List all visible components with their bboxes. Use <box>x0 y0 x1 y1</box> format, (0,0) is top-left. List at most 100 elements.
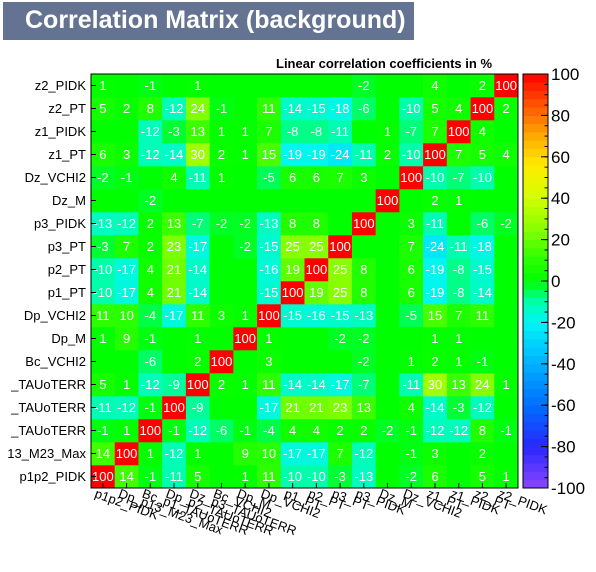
matrix-cell <box>162 235 187 259</box>
matrix-cell <box>114 166 139 190</box>
matrix-cell <box>304 120 329 144</box>
colorbar-band <box>523 123 548 133</box>
matrix-cell <box>138 304 163 328</box>
cell-value-label: 4 <box>147 262 154 277</box>
matrix-cell <box>375 465 400 489</box>
cell-value-label: -17 <box>331 377 350 392</box>
matrix-cell <box>399 304 424 328</box>
matrix-cell <box>328 189 353 213</box>
colorbar-band <box>523 388 548 398</box>
cell-value-label: -15 <box>307 101 326 116</box>
cell-value-label: 4 <box>431 78 438 93</box>
matrix-cell <box>233 350 258 374</box>
matrix-cell <box>446 327 471 351</box>
matrix-cell <box>138 281 163 305</box>
matrix-cell <box>494 166 519 190</box>
matrix-cell <box>280 350 305 374</box>
cell-value-label: -19 <box>426 262 445 277</box>
cell-value-label: 15 <box>262 147 276 162</box>
matrix-cell <box>470 120 495 144</box>
matrix-cell <box>399 189 424 213</box>
matrix-cell <box>233 258 258 282</box>
matrix-cell <box>185 465 210 489</box>
cell-value-label: -10 <box>426 170 445 185</box>
cell-value-label: 1 <box>242 469 249 484</box>
cell-value-label: -7 <box>358 377 370 392</box>
matrix-cell <box>470 281 495 305</box>
colorbar-band <box>523 181 548 191</box>
matrix-cell <box>114 327 139 351</box>
matrix-cell <box>304 97 329 121</box>
matrix-cell <box>91 396 116 420</box>
matrix-cell <box>209 166 234 190</box>
colorbar-band <box>523 479 548 489</box>
matrix-cell <box>423 442 448 466</box>
cell-value-label: -2 <box>239 239 251 254</box>
cell-value-label: 2 <box>431 193 438 208</box>
matrix-cell <box>185 258 210 282</box>
matrix-cell <box>138 97 163 121</box>
cell-value-label: -11 <box>94 400 112 415</box>
cell-value-label: 8 <box>360 285 367 300</box>
matrix-cell <box>280 143 305 167</box>
matrix-cell <box>138 350 163 374</box>
colorbar-tick-label: -40 <box>551 355 576 374</box>
cell-value-label: 13 <box>167 216 181 231</box>
cell-value-label: 13 <box>191 124 205 139</box>
cell-value-label: -10 <box>283 469 302 484</box>
cell-value-label: -11 <box>450 239 468 254</box>
matrix-cell <box>328 327 353 351</box>
cell-value-label: -12 <box>426 423 445 438</box>
matrix-cell <box>399 327 424 351</box>
matrix-cell <box>162 258 187 282</box>
matrix-cell <box>257 327 282 351</box>
matrix-cell <box>257 97 282 121</box>
cell-value-label: 7 <box>265 124 272 139</box>
colorbar-tick-label: -60 <box>551 396 576 415</box>
matrix-cell <box>328 74 353 98</box>
matrix-cell <box>446 396 471 420</box>
matrix-cell <box>209 258 234 282</box>
matrix-cell <box>162 74 187 98</box>
matrix-cell <box>423 373 448 397</box>
matrix-cell <box>138 258 163 282</box>
cell-value-label: -18 <box>331 101 350 116</box>
cell-value-label: 7 <box>336 170 343 185</box>
cell-value-label: 7 <box>123 239 130 254</box>
matrix-cell <box>446 143 471 167</box>
matrix-cell <box>138 442 163 466</box>
cell-value-label: -14 <box>283 377 302 392</box>
matrix-cell <box>423 350 448 374</box>
y-tick-label: p1_PT <box>48 285 86 300</box>
cell-value-label: 1 <box>431 331 438 346</box>
cell-value-label: 5 <box>431 101 438 116</box>
cell-value-label: -24 <box>331 147 350 162</box>
colorbar-tick-label: -100 <box>551 479 585 498</box>
cell-value-label: 11 <box>96 308 110 323</box>
matrix-cell <box>280 235 305 259</box>
cell-value-label: 100 <box>353 216 375 231</box>
cell-value-label: 100 <box>139 423 161 438</box>
matrix-cell <box>375 281 400 305</box>
matrix-cell <box>91 442 116 466</box>
matrix-cell <box>304 373 329 397</box>
colorbar-band <box>523 98 548 108</box>
cell-value-label: -4 <box>145 308 157 323</box>
cell-value-label: 25 <box>333 285 347 300</box>
cell-value-label: -17 <box>117 262 136 277</box>
cell-value-label: -10 <box>473 170 492 185</box>
cell-value-label: 5 <box>479 147 486 162</box>
matrix-cell <box>162 97 187 121</box>
cell-value-label: 100 <box>163 400 185 415</box>
colorbar-band <box>523 338 548 348</box>
cell-value-label: 14 <box>96 446 110 461</box>
cell-value-label: 100 <box>329 239 351 254</box>
colorbar-band <box>523 322 548 332</box>
y-tick-label: Bc_VCHI2 <box>25 354 86 369</box>
matrix-cell <box>351 143 376 167</box>
matrix-cell <box>494 465 519 489</box>
matrix-cell <box>209 373 234 397</box>
cell-value-label: -7 <box>453 170 465 185</box>
matrix-cell <box>233 120 258 144</box>
cell-value-label: -6 <box>216 423 228 438</box>
